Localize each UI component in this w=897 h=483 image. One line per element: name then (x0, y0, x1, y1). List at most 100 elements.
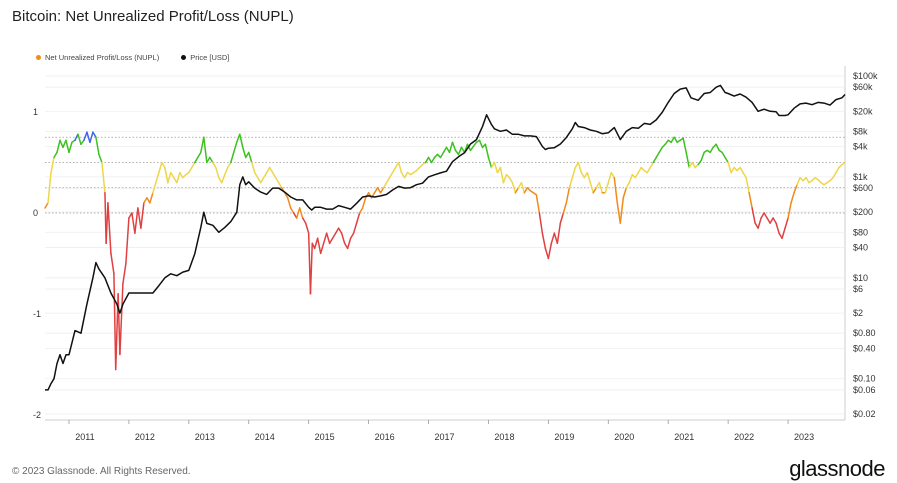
nupl-segment (682, 137, 687, 154)
y-right-tick-label: $100k (853, 71, 878, 81)
nupl-segment (592, 187, 598, 194)
x-tick-label: 2019 (554, 432, 574, 442)
nupl-segment (170, 171, 175, 179)
nupl-segment (161, 161, 166, 169)
nupl-segment (68, 141, 73, 154)
nupl-segment (796, 176, 801, 186)
nupl-segment (550, 232, 556, 245)
nupl-segment (325, 232, 331, 245)
nupl-segment (724, 156, 729, 164)
nupl-segment (439, 151, 445, 159)
nupl-segment (634, 171, 640, 179)
nupl-segment (751, 207, 756, 224)
nupl-segment (224, 166, 229, 176)
nupl-segment (137, 207, 142, 229)
nupl-segment (65, 139, 70, 154)
nupl-segment (346, 237, 352, 250)
y-right-tick-label: $1k (853, 172, 868, 182)
x-tick-label: 2012 (135, 432, 155, 442)
nupl-segment (286, 197, 292, 209)
nupl-segment (511, 181, 517, 194)
nupl-segment (131, 212, 136, 234)
nupl-segment (499, 166, 505, 184)
nupl-segment (337, 227, 343, 234)
nupl-segment (236, 133, 241, 144)
nupl-segment (652, 156, 657, 164)
y-right-tick-label: $600 (853, 183, 873, 193)
x-tick-label: 2015 (315, 432, 335, 442)
nupl-segment (568, 176, 574, 189)
nupl-segment (493, 161, 499, 174)
nupl-segment (637, 166, 643, 174)
nupl-segment (625, 181, 631, 189)
nupl-segment (143, 197, 148, 204)
nupl-segment (200, 136, 205, 154)
nupl-segment (122, 262, 127, 285)
nupl-segment (209, 156, 214, 164)
nupl-segment (739, 166, 744, 174)
nupl-segment (56, 139, 61, 154)
nupl-segment (212, 161, 217, 169)
nupl-segment (673, 136, 678, 144)
y-right-tick-label: $8k (853, 126, 868, 136)
nupl-segment (757, 217, 762, 229)
legend-item-nupl[interactable]: Net Unrealized Profit/Loss (NUPL) (36, 53, 159, 62)
legend-item-price[interactable]: Price [USD] (181, 53, 229, 62)
nupl-segment (535, 194, 541, 214)
nupl-segment (628, 173, 634, 184)
nupl-segment (571, 166, 577, 179)
nupl-segment (619, 197, 625, 224)
nupl-segment (451, 141, 457, 152)
nupl-segment (538, 212, 544, 234)
nupl-segment (295, 207, 301, 219)
nupl-segment (715, 143, 720, 152)
nupl-segment (376, 187, 382, 194)
nupl-segment (442, 146, 448, 154)
nupl-segment (784, 217, 789, 229)
nupl-segment (53, 151, 58, 159)
x-tick-label: 2018 (494, 432, 514, 442)
nupl-segment (233, 141, 238, 154)
nupl-segment (655, 151, 660, 159)
nupl-segment (730, 166, 735, 174)
nupl-segment (805, 176, 810, 184)
nupl-segment (565, 187, 571, 204)
nupl-segment (835, 166, 840, 174)
y-right-tick-label: $0.40 (853, 343, 876, 353)
x-tick-label: 2022 (734, 432, 754, 442)
nupl-segment (709, 146, 714, 154)
chart-title: Bitcoin: Net Unrealized Profit/Loss (NUP… (12, 8, 294, 25)
nupl-segment (197, 151, 202, 159)
nupl-segment (745, 176, 750, 194)
nupl-segment (242, 146, 247, 159)
nupl-segment (268, 166, 274, 174)
nupl-segment (688, 161, 693, 169)
nupl-segment (265, 166, 271, 174)
nupl-segment (610, 171, 616, 179)
glassnode-logo: glassnode (789, 456, 885, 481)
nupl-segment (562, 202, 568, 214)
nupl-segment (358, 207, 364, 214)
y-right-tick-label: $10 (853, 273, 868, 283)
nupl-segment (697, 159, 702, 166)
nupl-segment (262, 171, 268, 179)
y-right-tick-label: $40 (853, 242, 868, 252)
nupl-segment (334, 227, 340, 234)
nupl-segment (613, 176, 619, 204)
nupl-segment (448, 141, 454, 154)
nupl-segment (424, 156, 430, 164)
nupl-legend-dot (36, 55, 41, 60)
nupl-segment (361, 197, 367, 209)
nupl-segment (691, 161, 696, 169)
nupl-segment (50, 156, 55, 174)
nupl-segment (385, 176, 391, 184)
nupl-segment (179, 171, 184, 179)
x-tick-label: 2011 (75, 432, 94, 442)
nupl-segment (101, 161, 106, 194)
nupl-segment (59, 139, 64, 149)
nupl-segment (787, 202, 792, 219)
nupl-segment (541, 232, 547, 250)
nupl-segment (140, 202, 145, 229)
y-right-tick-label: $0.02 (853, 409, 876, 419)
nupl-segment (484, 143, 490, 159)
